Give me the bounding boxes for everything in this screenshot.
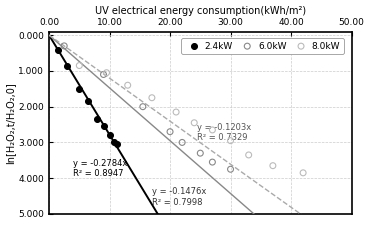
Point (64, 64, 70, 67)
Point (125, 83, 131, 87)
Y-axis label: ln[H₂O₂,t/H₂O₂,0]: ln[H₂O₂,t/H₂O₂,0] (6, 82, 16, 164)
Text: y = -0.1203x
R² = 0.7329: y = -0.1203x R² = 0.7329 (197, 123, 252, 142)
Point (107, 133, 112, 137)
Point (209, 128, 215, 132)
Point (94, 117, 100, 121)
Text: y = -0.1476x
R² = 0.7998: y = -0.1476x R² = 0.7998 (152, 187, 206, 207)
Point (191, 121, 197, 125)
Point (270, 164, 276, 167)
Point (76, 87, 82, 91)
Text: y = -0.2784x
R² = 0.8947: y = -0.2784x R² = 0.8947 (73, 159, 128, 178)
Point (114, 142, 120, 146)
Point (300, 171, 306, 175)
Point (228, 167, 233, 171)
Point (101, 125, 107, 128)
Legend: 2.4kW, 6.0kW, 8.0kW: 2.4kW, 6.0kW, 8.0kW (181, 38, 344, 54)
Point (173, 110, 179, 114)
Point (149, 96, 155, 99)
X-axis label: UV electrical energy consumption(kWh/m²): UV electrical energy consumption(kWh/m²) (95, 6, 306, 16)
Point (104, 71, 110, 74)
Point (61, 44, 67, 48)
Point (101, 73, 107, 76)
Point (76, 64, 82, 67)
Point (111, 141, 117, 144)
Point (55, 48, 61, 52)
Point (197, 151, 203, 155)
Point (167, 130, 173, 133)
Point (209, 160, 215, 164)
Point (140, 105, 146, 108)
Point (228, 139, 233, 142)
Point (85, 99, 91, 103)
Point (179, 141, 185, 144)
Point (246, 153, 252, 157)
